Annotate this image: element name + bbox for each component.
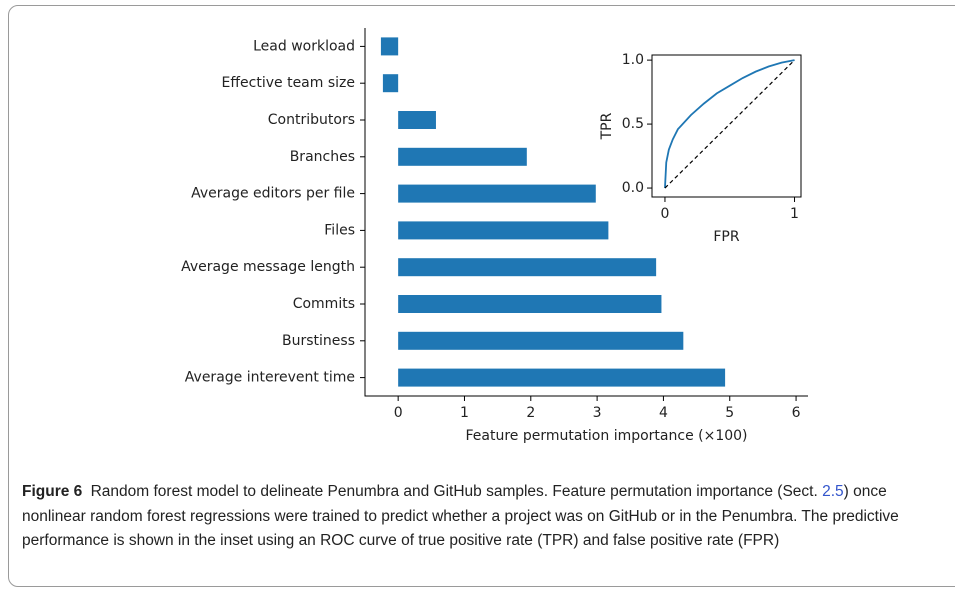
caption-text: Random forest model to delineate Penumbr…	[90, 483, 823, 500]
roc-line	[664, 59, 795, 189]
x-tick-label: 2	[526, 405, 535, 421]
y-tick-label: Average interevent time	[185, 370, 355, 386]
chart: Lead workload Effective team size Contribu…	[181, 28, 808, 444]
x-tick-label: 6	[792, 405, 801, 421]
y-tick-label: Files	[324, 222, 355, 238]
caption-text: ) once nonlinear random forest regressio…	[22, 483, 899, 549]
y-tick-label: 0.0	[622, 180, 644, 196]
caption-label: Figure 6	[22, 483, 83, 500]
y-tick-label: Effective team size	[222, 75, 355, 91]
y-tick-label: 1.0	[622, 52, 644, 68]
y-tick-label: Branches	[290, 149, 355, 165]
y-tick-label: 0.5	[622, 116, 644, 132]
bar	[398, 331, 684, 350]
figure-frame	[8, 5, 955, 587]
roc-line	[664, 59, 795, 189]
y-axis-label: TPR	[599, 112, 615, 140]
x-tick-label: 0	[660, 206, 669, 222]
bar	[398, 184, 596, 203]
x-tick-label: 4	[659, 405, 668, 421]
y-tick-label: Average editors per file	[191, 186, 355, 202]
bar	[398, 368, 726, 387]
y-tick-label: Lead workload	[253, 38, 355, 54]
caption-link[interactable]: 2.5	[822, 483, 844, 500]
y-tick-label: Commits	[293, 296, 355, 312]
bar	[380, 37, 399, 56]
caption: Figure 6 Random forest model to delineat…	[22, 480, 922, 554]
bar	[398, 111, 436, 129]
inset-axes	[651, 54, 802, 198]
axis-spine	[364, 28, 808, 397]
y-tick-label: Burstiness	[282, 333, 355, 349]
y-tick-label: Average message length	[181, 259, 355, 275]
x-tick-label: 3	[593, 405, 602, 421]
bar	[398, 221, 609, 240]
bar	[382, 74, 399, 93]
x-axis-label: Feature permutation importance (×100)	[465, 428, 747, 444]
bar	[398, 258, 657, 277]
x-tick-label: 1	[790, 206, 799, 222]
x-tick-label: 5	[725, 405, 734, 421]
y-tick-label: Contributors	[268, 112, 355, 128]
bar	[398, 295, 662, 313]
x-axis-label: FPR	[713, 229, 739, 245]
bar	[398, 147, 527, 166]
x-tick-label: 0	[394, 405, 403, 421]
x-tick-label: 1	[460, 405, 469, 421]
